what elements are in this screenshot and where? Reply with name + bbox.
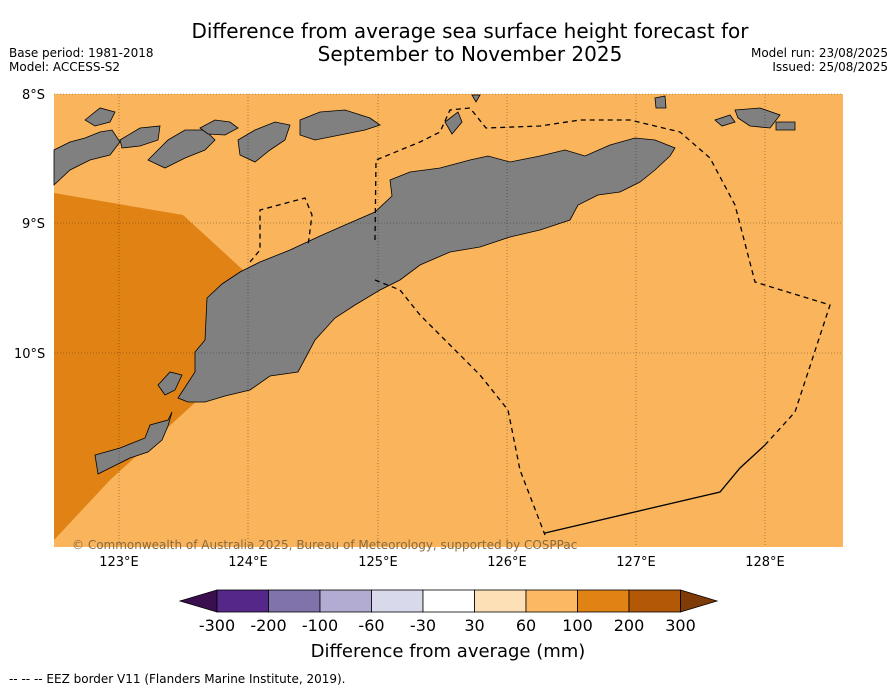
lon-label-124e: 124°E <box>228 555 268 570</box>
lat-label-10s: 10°S <box>14 347 45 362</box>
eez-footer-note: -- -- -- EEZ border V11 (Flanders Marine… <box>9 672 346 686</box>
flores-island <box>53 129 121 186</box>
colorbar-bin-1 <box>216 589 269 613</box>
colorbar <box>178 589 719 613</box>
colorbar-tick: -300 <box>199 616 235 635</box>
meta-right: Model run: 23/08/2025 Issued: 25/08/2025 <box>751 46 888 74</box>
colorbar-tick: 100 <box>562 616 593 635</box>
colorbar-bin-2 <box>268 589 321 613</box>
islet-north <box>471 94 481 103</box>
colorbar-label: Difference from average (mm) <box>311 641 586 662</box>
copyright-notice: © Commonwealth of Australia 2025, Bureau… <box>72 538 577 552</box>
colorbar-bin-9 <box>628 589 681 613</box>
meta-left: Base period: 1981-2018 Model: ACCESS-S2 <box>9 46 154 74</box>
colorbar-tick: 200 <box>614 616 645 635</box>
flores-east <box>84 107 116 127</box>
pantar-island <box>237 121 291 163</box>
leti-islands <box>714 107 796 131</box>
colorbar-bin-3 <box>319 589 372 613</box>
rote-island <box>94 411 173 475</box>
model-run: Model run: 23/08/2025 <box>750 46 888 60</box>
colorbar-tick: 60 <box>516 616 536 635</box>
eez-borders <box>249 107 831 536</box>
solor-alor-islands <box>119 125 216 169</box>
lon-label-123e: 123°E <box>99 555 139 570</box>
colorbar-bin-5 <box>422 589 475 613</box>
chart-title: Difference from average sea surface heig… <box>130 20 810 66</box>
eez-border-central <box>374 107 831 446</box>
lat-label-8s: 8°S <box>22 88 45 103</box>
colorbar-extend-high <box>680 589 719 613</box>
alor-island <box>199 119 239 136</box>
colorbar-tick: 30 <box>464 616 484 635</box>
gridlines <box>54 93 843 547</box>
base-period: Base period: 1981-2018 <box>9 46 154 60</box>
title-line-2: September to November 2025 <box>317 42 623 66</box>
kisar-island <box>654 95 667 109</box>
semau-island <box>157 371 183 396</box>
atauro-island <box>444 111 463 135</box>
colorbar-tick: -60 <box>358 616 384 635</box>
lat-label-9s: 9°S <box>22 217 45 232</box>
colorbar-bin-6 <box>474 589 527 613</box>
lon-label-128e: 128°E <box>745 555 785 570</box>
colorbar-bin-7 <box>525 589 578 613</box>
eez-border-solid <box>544 444 766 534</box>
issued-date: Issued: 25/08/2025 <box>772 60 888 74</box>
colorbar-tick: 300 <box>665 616 696 635</box>
colorbar-tick: -100 <box>302 616 338 635</box>
lon-label-125e: 125°E <box>358 555 398 570</box>
lon-label-126e: 126°E <box>487 555 527 570</box>
colorbar-tick: -200 <box>250 616 286 635</box>
colorbar-tick: -30 <box>410 616 436 635</box>
colorbar-extend-low <box>178 589 218 613</box>
title-line-1: Difference from average sea surface heig… <box>191 19 749 43</box>
wetar-island <box>299 109 381 141</box>
land-masses <box>53 94 796 475</box>
model-name: Model: ACCESS-S2 <box>9 60 121 74</box>
colorbar-bin-4 <box>371 589 424 613</box>
lon-label-127e: 127°E <box>616 555 656 570</box>
eez-border-west <box>249 197 313 263</box>
colorbar-bin-8 <box>577 589 630 613</box>
timor-island <box>177 137 676 403</box>
